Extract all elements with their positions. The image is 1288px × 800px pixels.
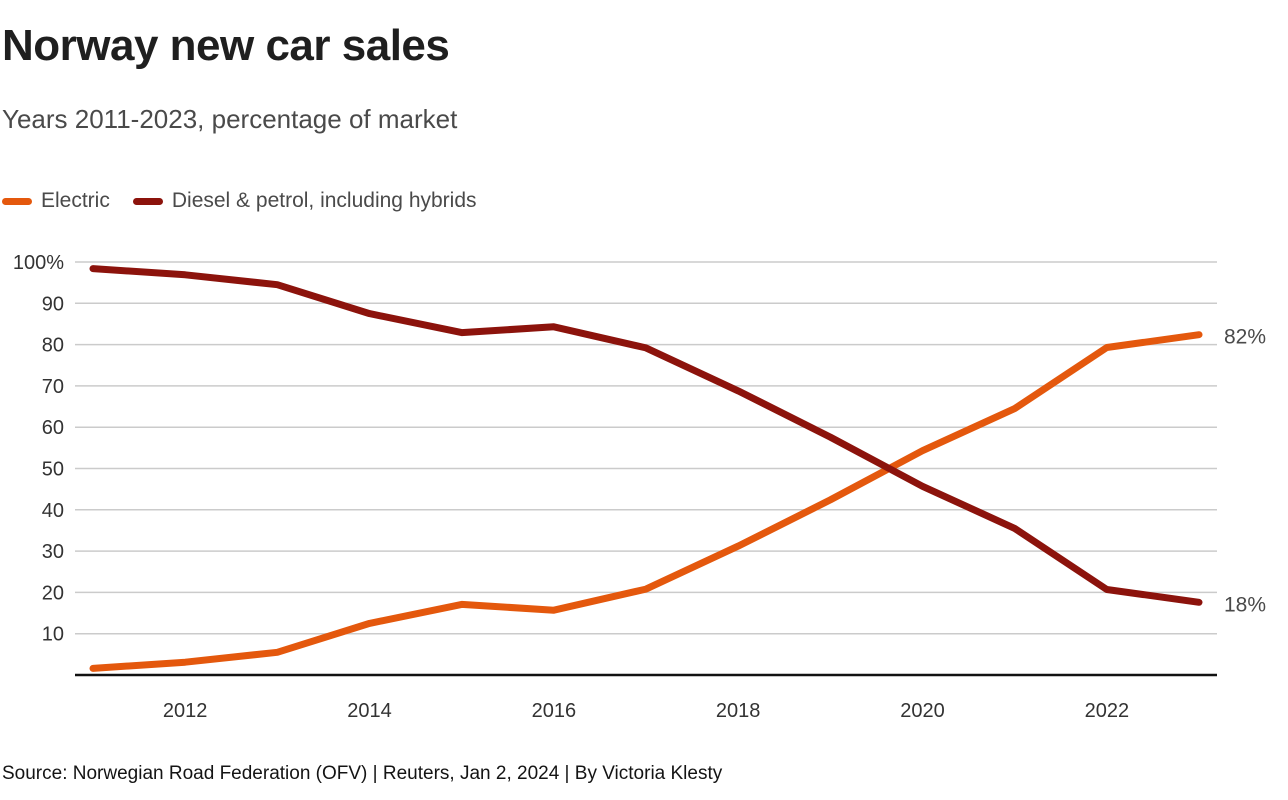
diesel-petrol-line-swatch-icon (132, 197, 163, 205)
series-end-label: 82% (1224, 326, 1266, 349)
legend-item-electric: Electric (2, 189, 110, 213)
y-tick-label: 70 (42, 376, 64, 398)
series-line-electric (89, 331, 1203, 672)
x-tick-label: 2020 (900, 700, 945, 722)
x-tick-label: 2014 (347, 700, 392, 722)
y-tick-label: 40 (42, 500, 64, 522)
legend-item-diesel-petrol: Diesel & petrol, including hybrids (132, 189, 477, 213)
y-tick-label: 80 (42, 335, 64, 357)
chart-title: Norway new car sales (2, 21, 450, 70)
series-line-diesel (89, 265, 1203, 606)
chart-subtitle: Years 2011-2023, percentage of market (2, 104, 458, 134)
x-tick-label: 2016 (532, 700, 577, 722)
series-end-label: 18% (1224, 593, 1266, 616)
source-line: Source: Norwegian Road Federation (OFV) … (2, 763, 723, 784)
legend-label-electric: Electric (41, 189, 110, 212)
legend: Electric Diesel & petrol, including hybr… (2, 189, 477, 213)
y-tick-label: 30 (42, 541, 64, 563)
y-tick-label: 90 (42, 293, 64, 315)
y-tick-label: 100% (13, 252, 64, 274)
x-tick-label: 2022 (1085, 700, 1130, 722)
y-tick-label: 60 (42, 417, 64, 439)
x-tick-label: 2018 (716, 700, 761, 722)
y-tick-label: 20 (42, 582, 64, 604)
y-tick-label: 50 (42, 459, 64, 481)
y-tick-label: 10 (42, 624, 64, 646)
x-tick-label: 2012 (163, 700, 208, 722)
electric-line-swatch-icon (2, 197, 32, 205)
legend-label-diesel-petrol: Diesel & petrol, including hybrids (171, 189, 477, 212)
